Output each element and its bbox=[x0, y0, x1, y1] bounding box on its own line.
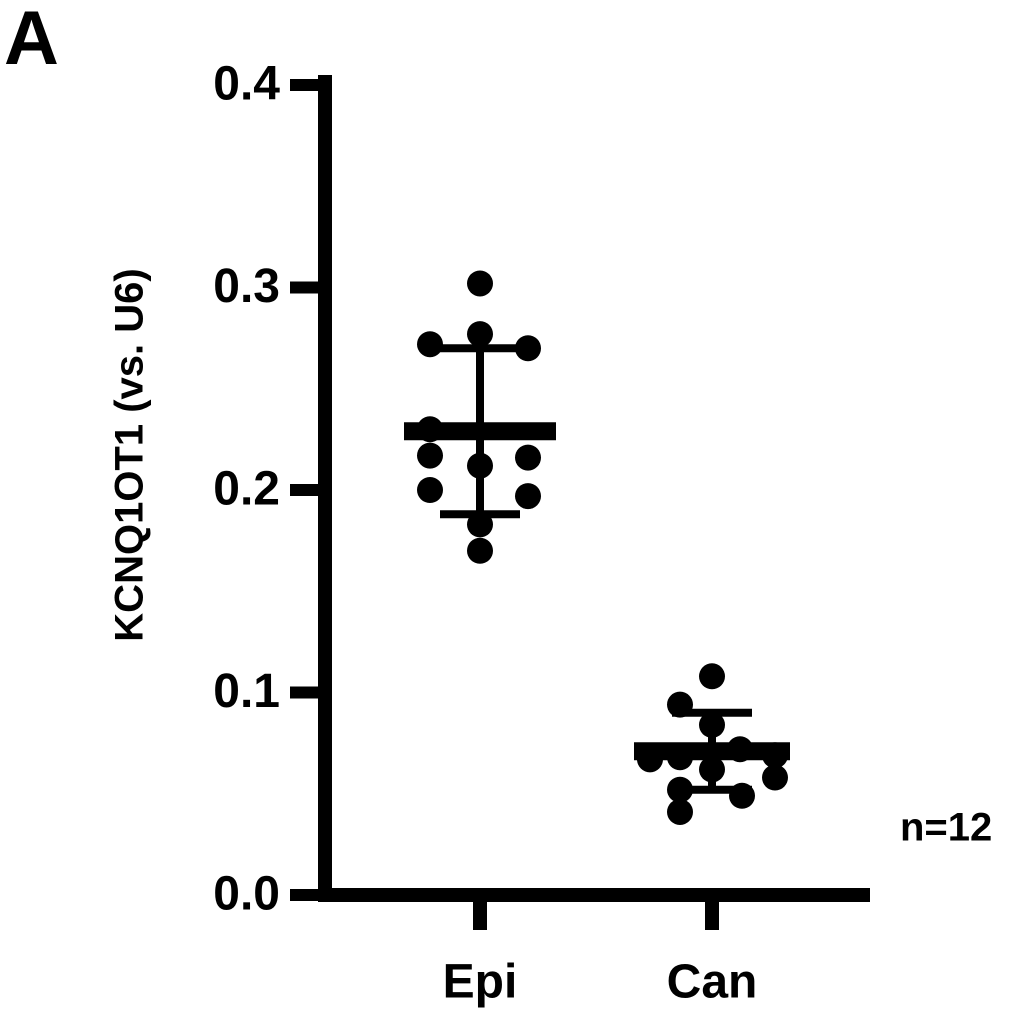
data-point bbox=[417, 442, 443, 469]
data-point bbox=[699, 663, 725, 690]
data-point bbox=[515, 483, 541, 510]
y-tick-label: 0.1 bbox=[213, 665, 280, 718]
x-tick-label: Epi bbox=[443, 956, 518, 1009]
data-point bbox=[417, 477, 443, 503]
data-point bbox=[667, 798, 693, 825]
y-tick-label: 0.0 bbox=[213, 868, 280, 921]
data-point bbox=[762, 764, 788, 791]
data-point bbox=[515, 444, 541, 471]
y-axis-label: KCNQ1OT1 (vs. U6) bbox=[108, 268, 152, 641]
y-tick-label: 0.3 bbox=[213, 260, 280, 313]
data-point bbox=[467, 321, 493, 348]
x-tick-label: Can bbox=[667, 956, 758, 1009]
data-point bbox=[417, 331, 443, 358]
data-point bbox=[467, 270, 493, 297]
y-tick-label: 0.2 bbox=[213, 463, 280, 516]
y-tick-label: 0.4 bbox=[213, 58, 280, 111]
data-point bbox=[515, 335, 541, 362]
panel-label: A bbox=[4, 0, 59, 81]
data-point bbox=[467, 537, 493, 564]
annotation: n=12 bbox=[900, 806, 992, 850]
